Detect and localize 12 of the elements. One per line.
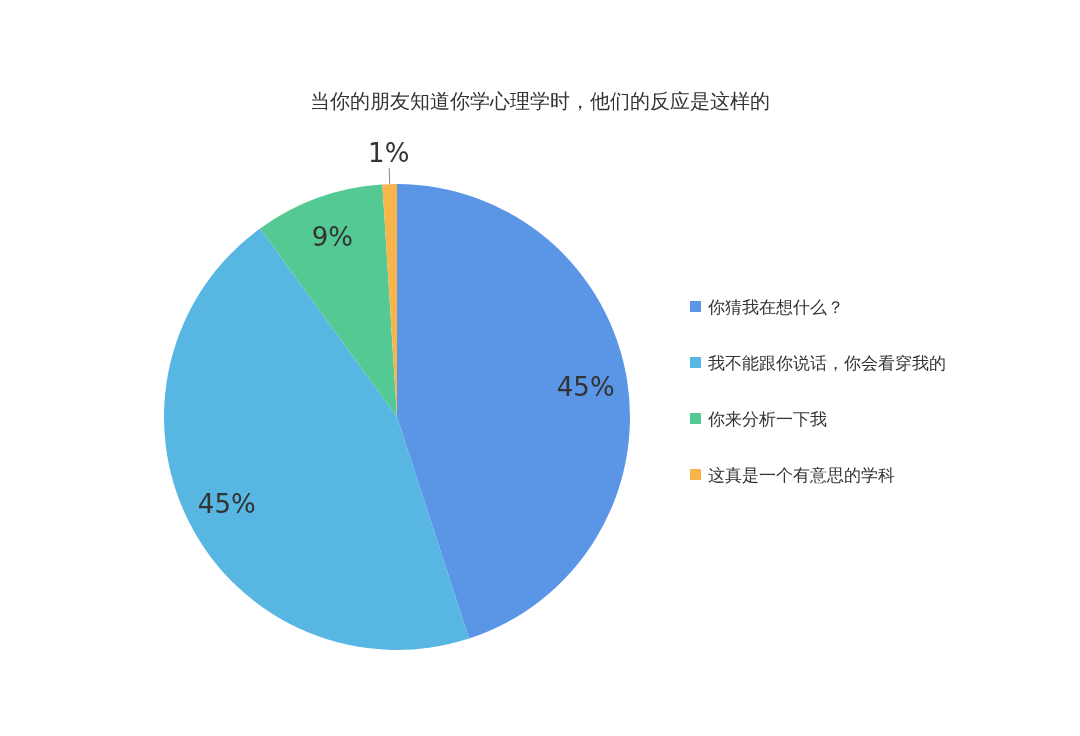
legend-label: 你来分析一下我 — [707, 409, 827, 429]
pie-slice — [164, 228, 469, 650]
chart-title: 当你的朋友知道你学心理学时，他们的反应是这样的 — [310, 89, 770, 113]
data-label: 9% — [311, 222, 353, 253]
pie-slice — [260, 184, 397, 417]
pie-slice — [397, 184, 630, 639]
legend-label: 这真是一个有意思的学科 — [708, 465, 895, 485]
data-label: 45% — [556, 372, 615, 403]
data-label: 1% — [368, 138, 410, 169]
data-label: 45% — [197, 488, 256, 519]
legend-label: 我不能跟你说话，你会看穿我的 — [708, 353, 946, 373]
legend-label: 你猜我在想什么？ — [707, 297, 844, 317]
